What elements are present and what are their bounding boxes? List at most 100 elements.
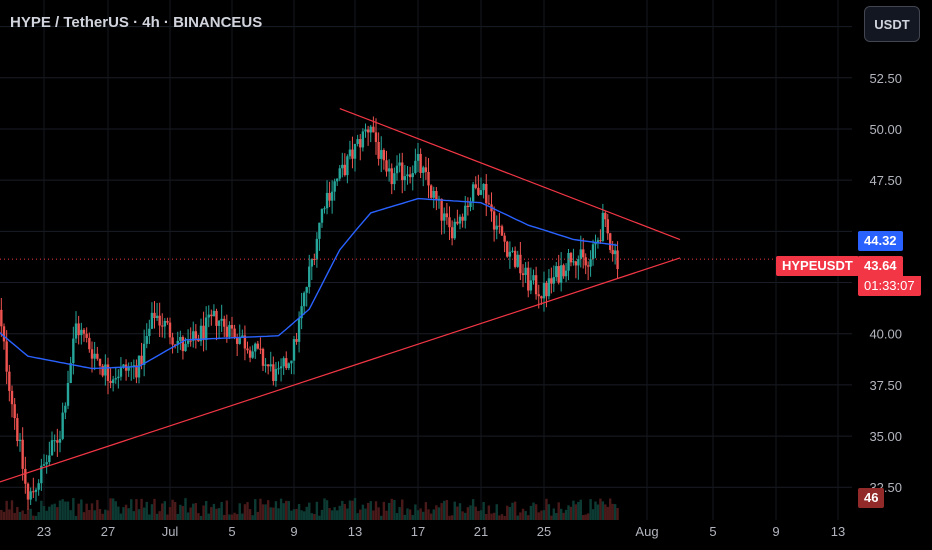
candle-body	[547, 278, 551, 297]
x-tick-label: 5	[228, 524, 235, 539]
volume-bar	[308, 502, 311, 520]
volume-bar	[277, 508, 280, 520]
candle-body	[445, 213, 449, 218]
countdown-tag: 01:33:07	[858, 276, 921, 296]
candle-body	[366, 129, 370, 133]
volume-bar	[264, 504, 267, 520]
volume-bar	[132, 511, 136, 520]
chart-title: HYPE / TetherUS · 4h · BINANCEUS	[10, 14, 263, 31]
candle-body	[305, 287, 308, 293]
volume-bar	[503, 515, 506, 520]
volume-bar	[485, 514, 488, 520]
currency-button[interactable]: USDT	[864, 6, 920, 42]
volume-bar	[424, 502, 428, 520]
volume-bar	[414, 504, 417, 520]
candle-body	[215, 310, 218, 326]
volume-bar	[564, 509, 568, 520]
candle-body	[464, 205, 467, 221]
volume-bar	[212, 503, 216, 520]
candle-body	[230, 324, 234, 329]
candle-body	[320, 208, 324, 223]
candle-body	[361, 131, 365, 148]
volume-bar	[320, 509, 324, 520]
volume-bar	[574, 504, 578, 520]
candle-body	[300, 306, 303, 319]
volume-bar	[243, 504, 247, 520]
volume-bar	[85, 503, 88, 520]
candle-layer	[0, 116, 619, 510]
ma-value-tag: 44.32	[858, 231, 903, 251]
candle-body	[477, 187, 480, 195]
candle-body	[292, 339, 296, 361]
candle-body	[485, 183, 488, 204]
candle-body	[591, 244, 595, 260]
candle-body	[330, 191, 334, 201]
candle-body	[351, 149, 354, 159]
volume-bar	[310, 513, 313, 520]
candle-body	[290, 360, 293, 364]
x-tick-label: 5	[709, 524, 716, 539]
candle-body	[466, 205, 470, 208]
volume-bar	[274, 501, 278, 520]
candle-body	[256, 343, 260, 349]
candle-body	[199, 325, 203, 342]
candle-body	[179, 336, 182, 341]
volume-bar	[181, 506, 185, 520]
candle-body	[448, 217, 451, 228]
candle-body	[336, 178, 339, 182]
x-tick-label: 9	[772, 524, 779, 539]
volume-bar	[24, 514, 27, 520]
volume-bar	[429, 513, 433, 520]
moving-average-line	[0, 197, 618, 370]
volume-bar	[387, 502, 391, 520]
volume-bar	[77, 503, 80, 520]
candle-body	[235, 337, 239, 344]
y-tick-label: 50.00	[869, 122, 902, 137]
candle-body	[356, 139, 359, 144]
x-tick-label: 13	[348, 524, 362, 539]
candle-body	[42, 464, 46, 466]
volume-bar	[540, 510, 543, 520]
candle-body	[584, 257, 587, 266]
volume-bar	[53, 503, 56, 520]
volume-bar	[498, 515, 501, 520]
x-tick-label: 17	[411, 524, 425, 539]
volume-bar	[458, 503, 462, 520]
candle-body	[279, 366, 283, 369]
candle-body	[181, 336, 185, 352]
volume-bar	[537, 512, 540, 520]
candle-body	[594, 242, 597, 245]
candle-body	[166, 320, 169, 323]
candle-body	[153, 312, 156, 318]
candle-body	[542, 282, 546, 299]
volume-bar	[356, 513, 359, 520]
volume-bar	[559, 508, 563, 520]
volume-bar	[487, 505, 491, 520]
candle-body	[341, 164, 344, 169]
candle-body	[132, 365, 136, 367]
volume-bar	[348, 500, 352, 520]
volume-bar	[295, 508, 298, 520]
volume-bar	[158, 511, 161, 520]
volume-bar	[408, 509, 412, 520]
candle-body	[117, 376, 120, 379]
volume-bar	[82, 512, 86, 520]
volume-bar	[490, 513, 493, 520]
candle-body	[212, 310, 216, 317]
y-tick-label: 40.00	[869, 327, 902, 342]
volume-bar	[521, 508, 525, 520]
candle-body	[285, 358, 288, 369]
candle-body	[184, 343, 187, 352]
volume-bar	[223, 514, 226, 520]
volume-bar	[411, 515, 414, 520]
volume-bar	[440, 503, 443, 520]
volume-bar	[179, 504, 182, 520]
candle-body	[474, 184, 477, 188]
volume-bar	[328, 508, 331, 520]
candle-body	[241, 335, 244, 338]
volume-bar	[269, 507, 272, 520]
volume-bar	[393, 499, 396, 520]
volume-bar	[204, 501, 208, 520]
x-tick-label: 13	[831, 524, 845, 539]
